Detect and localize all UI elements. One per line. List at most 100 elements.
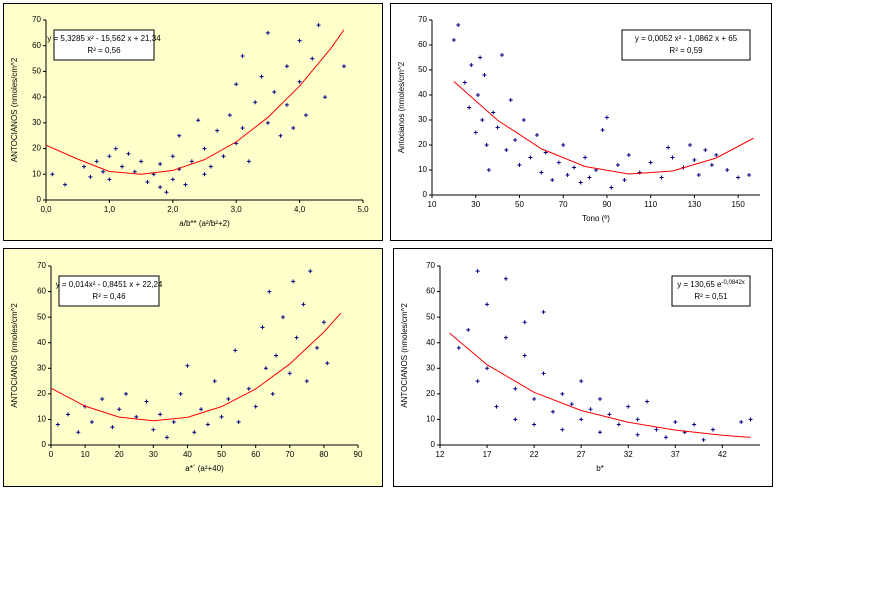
data-point xyxy=(76,430,81,435)
data-point xyxy=(517,163,522,167)
data-point xyxy=(284,64,289,69)
data-point xyxy=(560,391,565,396)
y-axis-label: ANTOCIANOS (nmoles/cm^2 xyxy=(10,303,19,408)
y-tick-label: 70 xyxy=(418,15,427,24)
data-point xyxy=(265,30,270,35)
data-point xyxy=(145,180,150,184)
data-point xyxy=(107,154,112,159)
data-point xyxy=(234,82,239,87)
equation-text: y = 130,65 e xyxy=(677,280,722,289)
data-point xyxy=(120,164,125,169)
data-point xyxy=(88,174,93,179)
data-point xyxy=(178,391,183,396)
data-point xyxy=(113,146,118,151)
y-tick-label: 10 xyxy=(37,415,46,424)
data-point xyxy=(246,386,251,391)
equation-box xyxy=(671,275,751,307)
data-point xyxy=(294,335,299,340)
data-point xyxy=(151,427,156,432)
x-tick-label: 5,0 xyxy=(357,205,369,214)
y-tick-label: 60 xyxy=(37,287,46,296)
equation-box xyxy=(58,275,160,307)
chart-panel: 0 10 20 30 40 50 60 70 0,0 1,0 2,0 3,0 4,0 5,0 a/b** (… xyxy=(3,3,383,241)
data-point xyxy=(635,417,640,422)
data-point xyxy=(550,409,555,414)
data-point xyxy=(315,345,320,350)
trend-line xyxy=(453,81,754,175)
data-point xyxy=(297,38,302,43)
data-point xyxy=(663,435,668,440)
y-tick-label: 0 xyxy=(42,440,47,449)
x-tick-label: 37 xyxy=(671,450,680,459)
y-tick-label: 60 xyxy=(32,41,41,50)
data-point xyxy=(221,154,226,159)
data-point xyxy=(550,178,555,182)
x-tick-label: 4,0 xyxy=(294,205,306,214)
data-point xyxy=(499,53,504,57)
data-point xyxy=(709,163,714,167)
y-tick-label: 30 xyxy=(37,363,46,372)
equation-box xyxy=(621,29,751,61)
data-point xyxy=(110,425,115,430)
data-point xyxy=(609,185,614,190)
trend-line xyxy=(449,332,751,438)
data-point xyxy=(94,159,99,164)
data-point xyxy=(534,133,539,137)
y-tick-label: 70 xyxy=(32,15,41,24)
data-point xyxy=(622,178,627,182)
data-point xyxy=(164,435,169,440)
data-point xyxy=(240,126,245,130)
y-tick-label: 30 xyxy=(418,115,427,124)
data-point xyxy=(569,402,574,407)
data-point xyxy=(272,90,277,94)
data-point xyxy=(688,143,693,147)
x-tick-label: 40 xyxy=(183,450,192,459)
data-point xyxy=(185,363,190,368)
data-point xyxy=(521,118,526,122)
data-point xyxy=(227,113,232,118)
data-point xyxy=(236,419,241,424)
data-point xyxy=(192,430,197,435)
data-point xyxy=(89,419,94,424)
data-point xyxy=(322,95,327,100)
trend-line xyxy=(45,29,345,175)
data-point xyxy=(226,396,231,401)
y-axis-label: ANTOCIANOS (nmoles/cm^2 xyxy=(10,57,19,162)
data-point xyxy=(253,100,258,105)
data-point xyxy=(543,150,548,155)
equation: y = 0,014x² - 0,8451 x + 22,24 xyxy=(56,280,163,289)
data-point xyxy=(616,422,621,427)
x-tick-label: 90 xyxy=(354,450,363,459)
data-point xyxy=(55,422,60,427)
equation-exponent: -0,0842x xyxy=(721,280,744,286)
data-point xyxy=(747,173,752,177)
data-point xyxy=(725,168,730,172)
data-point xyxy=(503,335,508,340)
x-axis-label: b* xyxy=(596,464,604,473)
x-tick-label: 30 xyxy=(149,450,158,459)
data-point xyxy=(666,145,671,150)
x-tick-label: 20 xyxy=(115,450,124,459)
data-point xyxy=(736,175,741,180)
data-point xyxy=(278,133,283,138)
data-point xyxy=(101,169,106,174)
y-tick-label: 60 xyxy=(426,287,435,296)
equation: y = 0,0052 x² - 1,0862 x + 65 xyxy=(635,34,738,43)
y-tick-label: 60 xyxy=(418,40,427,49)
data-point xyxy=(82,164,87,169)
y-tick-label: 70 xyxy=(37,261,46,270)
x-axis-label: a*´ (a²+40) xyxy=(185,464,224,473)
x-tick-label: 110 xyxy=(644,200,657,209)
data-point xyxy=(246,159,251,164)
chart-panel: 0 10 20 30 40 50 60 70 0 10 20 30 40 50 60 70 80 90 a*´ (a… xyxy=(3,248,383,487)
data-point xyxy=(528,155,533,160)
data-point xyxy=(260,325,265,330)
data-point xyxy=(541,310,546,315)
data-point xyxy=(703,148,708,152)
data-point xyxy=(117,407,122,412)
data-point xyxy=(274,353,279,358)
y-tick-label: 50 xyxy=(37,312,46,321)
data-point xyxy=(100,396,105,401)
data-point xyxy=(158,185,163,190)
x-tick-label: 130 xyxy=(688,200,702,209)
